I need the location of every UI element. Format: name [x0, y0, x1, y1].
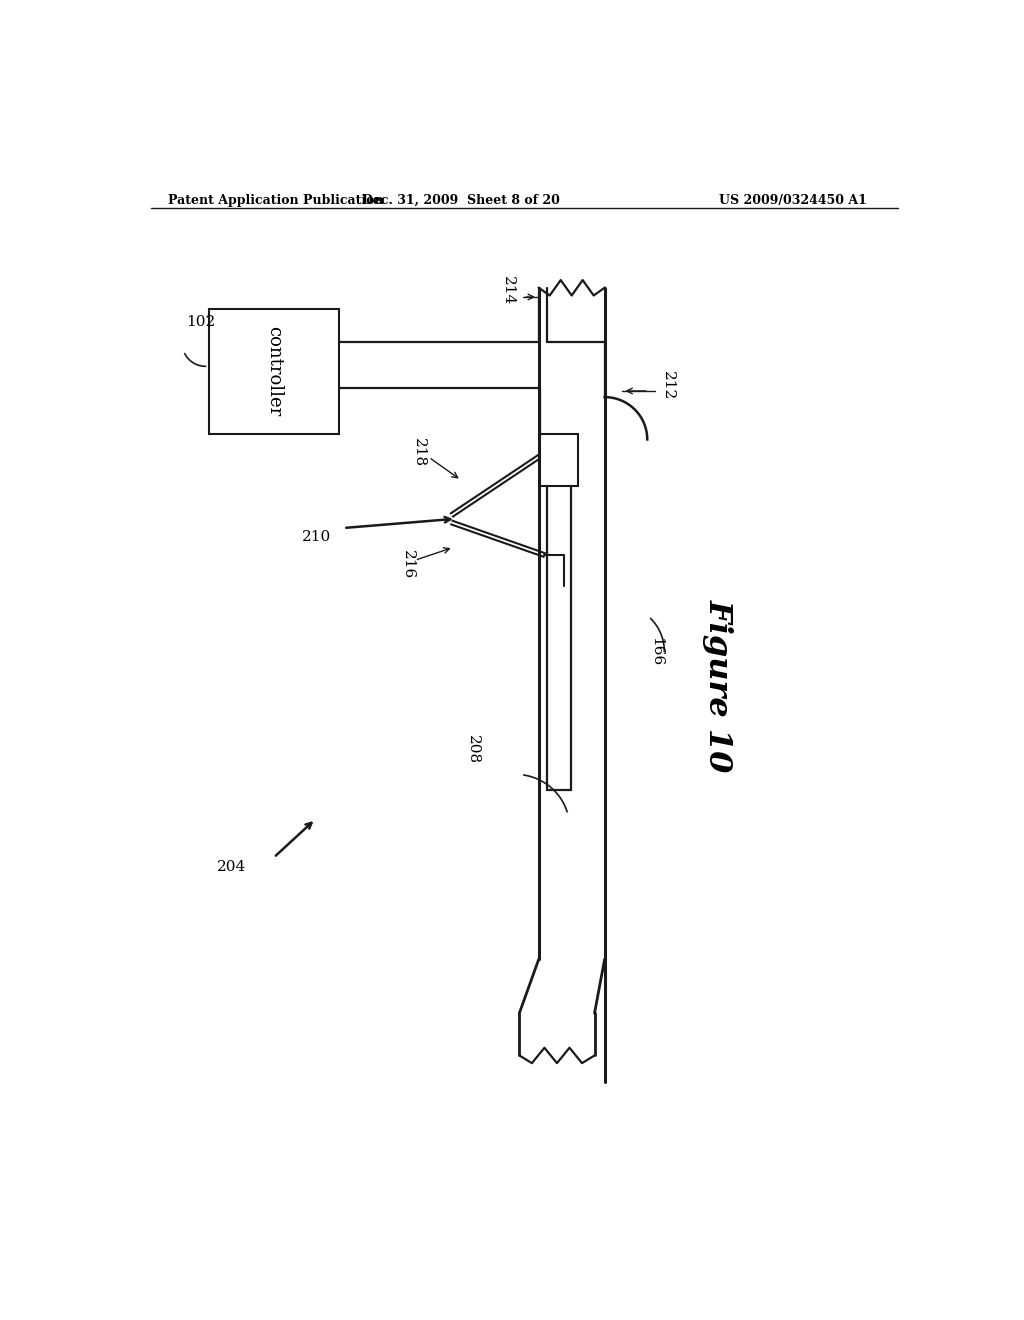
Text: Patent Application Publication: Patent Application Publication — [168, 194, 384, 207]
Text: controller: controller — [265, 326, 283, 416]
Bar — [209, 309, 339, 434]
Text: 214: 214 — [501, 276, 515, 305]
Text: 208: 208 — [466, 735, 480, 764]
Text: Figure 10: Figure 10 — [703, 599, 734, 772]
Text: 218: 218 — [413, 438, 426, 467]
Text: 102: 102 — [186, 314, 215, 329]
Text: 216: 216 — [400, 550, 415, 579]
Bar — [541, 434, 578, 486]
Text: 212: 212 — [662, 371, 675, 400]
Text: 166: 166 — [649, 636, 663, 665]
Text: 210: 210 — [302, 531, 331, 544]
Text: Dec. 31, 2009  Sheet 8 of 20: Dec. 31, 2009 Sheet 8 of 20 — [362, 194, 560, 207]
Text: US 2009/0324450 A1: US 2009/0324450 A1 — [719, 194, 867, 207]
Text: 204: 204 — [216, 859, 246, 874]
